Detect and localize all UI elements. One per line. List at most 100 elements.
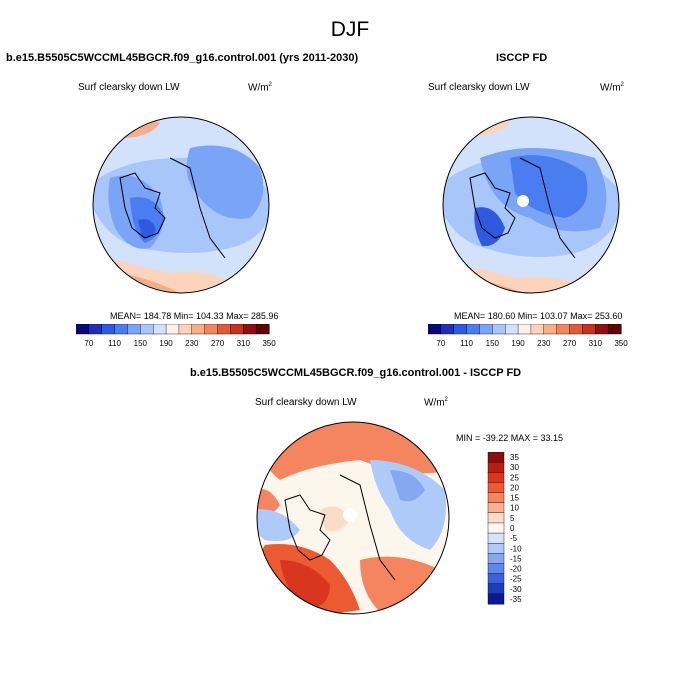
colorbar-tick-label: -10	[510, 544, 522, 553]
colorbar-swatch	[191, 324, 206, 335]
colorbar-swatch	[243, 324, 257, 335]
colorbar-swatch	[582, 324, 596, 335]
panel-1-colorbar: 70 110 150 190 230 270 310 350	[76, 324, 276, 348]
missing-data-hole	[517, 195, 529, 207]
colorbar-tick-label: 30	[510, 463, 519, 472]
season-title: DJF	[330, 18, 370, 41]
colorbar-tick-label: 190	[511, 339, 525, 348]
colorbar-tick-label: 270	[211, 339, 225, 348]
colorbar-tick-label: 10	[510, 504, 519, 513]
colorbar-tick-label: 20	[510, 483, 519, 492]
colorbar-tick-label: -5	[510, 534, 518, 543]
colorbar-swatch	[556, 324, 571, 335]
field-region	[257, 509, 300, 542]
map-boundary	[256, 421, 450, 615]
field-region	[186, 145, 264, 219]
colorbar-swatch	[487, 573, 505, 585]
colorbar-swatch	[217, 324, 231, 335]
map-boundary	[442, 116, 620, 294]
colorbar-swatch	[114, 324, 129, 335]
colorbar-tick-label: 110	[108, 339, 121, 348]
panel-2-units: W/m2	[600, 82, 624, 94]
colorbar-tick-label: 230	[185, 339, 199, 348]
colorbar-swatch	[543, 324, 558, 335]
field-region	[320, 506, 350, 532]
colorbar-tick-label: 70	[84, 339, 93, 348]
panel-1-map	[92, 116, 270, 294]
colorbar-tick-label: -25	[510, 575, 522, 584]
colorbar-swatch	[595, 324, 609, 335]
colorbar-swatch	[517, 324, 532, 335]
colorbar-swatch	[127, 324, 141, 335]
coastline	[119, 157, 226, 259]
colorbar-swatch	[487, 492, 505, 504]
coastline	[284, 474, 396, 581]
colorbar-swatch	[255, 324, 270, 335]
colorbar-swatch	[204, 324, 219, 335]
colorbar-swatch	[466, 324, 481, 335]
colorbar-tick-label: 310	[589, 339, 603, 348]
diff-variable: Surf clearsky down LW	[255, 397, 357, 408]
colorbar-tick-label: -20	[510, 565, 522, 574]
colorbar-tick-label: 0	[510, 524, 515, 533]
panel-2-stats: MEAN= 180.60 Min= 103.07 Max= 253.60	[454, 311, 623, 321]
colorbar-swatch	[487, 563, 505, 575]
colorbar-swatch	[504, 324, 519, 335]
colorbar-tick-label: 5	[510, 514, 515, 523]
colorbar-swatch	[487, 461, 505, 473]
colorbar-tick-label: 25	[510, 473, 519, 482]
diff-title: b.e15.B5505C5WCCML45BGCR.f09_g16.control…	[190, 367, 522, 379]
colorbar-tick-label: 35	[510, 453, 519, 462]
colorbar-swatch	[165, 324, 180, 335]
field-region	[370, 460, 446, 550]
colorbar-swatch	[76, 324, 90, 335]
panel-1-stats: MEAN= 184.78 Min= 104.33 Max= 285.96	[110, 311, 279, 321]
field-region	[474, 207, 505, 247]
colorbar-swatch	[230, 324, 244, 335]
field-region	[280, 560, 330, 610]
colorbar-tick-label: 15	[510, 494, 519, 503]
colorbar-swatch	[487, 593, 505, 605]
colorbar-tick-label: 230	[537, 339, 551, 348]
colorbar-swatch	[569, 324, 583, 335]
colorbar-tick-label: 70	[436, 339, 445, 348]
colorbar-swatch	[487, 512, 505, 524]
colorbar-tick-label: 350	[614, 339, 628, 348]
colorbar-swatch	[607, 324, 622, 335]
colorbar-swatch	[440, 324, 455, 335]
colorbar-swatch	[487, 542, 505, 554]
panel-1-units: W/m2	[248, 82, 272, 94]
field-region	[93, 248, 230, 293]
map-boundary	[92, 116, 270, 294]
colorbar-tick-label: 270	[563, 339, 577, 348]
colorbar-swatch	[487, 522, 505, 534]
colorbar-tick-label: -35	[510, 595, 522, 604]
colorbar-swatch	[530, 324, 545, 335]
field-region	[138, 219, 156, 239]
panel-1-variable: Surf clearsky down LW	[78, 82, 180, 93]
colorbar-swatch	[453, 324, 468, 335]
colorbar-swatch	[101, 324, 116, 335]
colorbar-swatch	[492, 324, 506, 335]
coastline	[469, 157, 576, 259]
diff-units: W/m2	[424, 397, 448, 409]
colorbar-swatch	[479, 324, 493, 335]
panel-1-title: b.e15.B5505C5WCCML45BGCR.f09_g16.control…	[6, 52, 359, 64]
colorbar-swatch	[487, 502, 505, 514]
colorbar-swatch	[88, 324, 103, 335]
diff-map	[256, 421, 450, 615]
field-region	[390, 470, 425, 502]
panel-2-map	[442, 116, 620, 294]
colorbar-tick-label: 350	[262, 339, 276, 348]
colorbar-swatch	[487, 472, 505, 483]
colorbar-tick-label: 190	[159, 339, 173, 348]
colorbar-tick-label: -15	[510, 554, 522, 563]
colorbar-tick-label: 110	[460, 339, 473, 348]
colorbar-swatch	[140, 324, 154, 335]
panel-2-variable: Surf clearsky down LW	[428, 82, 530, 93]
panel-2-colorbar: 70 110 150 190 230 270 310 350	[428, 324, 628, 348]
colorbar-swatch	[487, 452, 505, 463]
colorbar-tick-label: 310	[237, 339, 251, 348]
colorbar-swatch	[487, 553, 505, 564]
